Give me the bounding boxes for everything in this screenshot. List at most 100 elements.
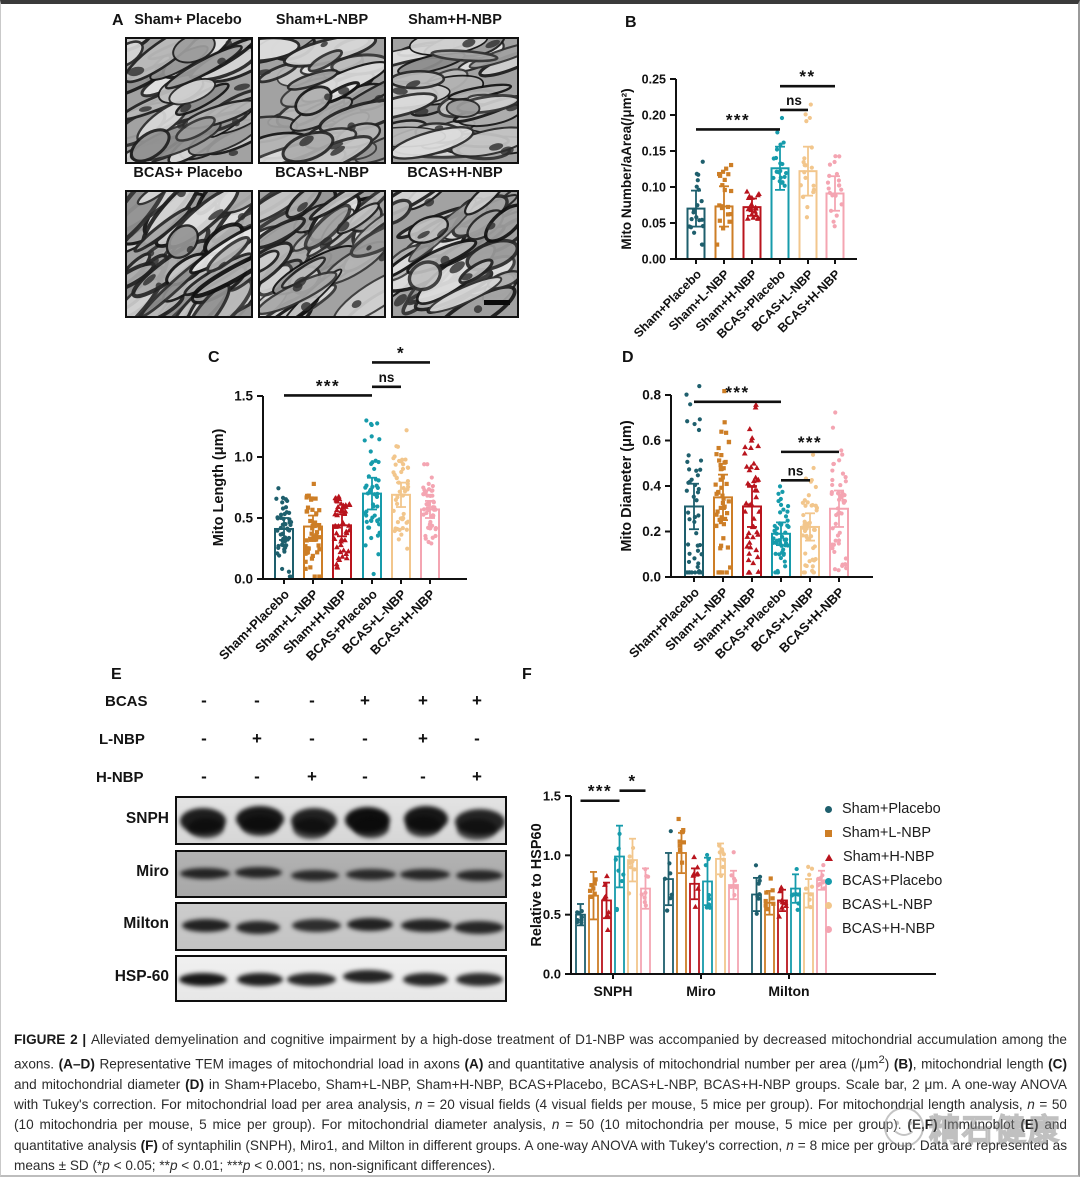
blot-strip-miro xyxy=(175,850,507,898)
bar-group xyxy=(662,829,674,975)
x-axis-group-label: SNPH xyxy=(594,983,633,999)
bar-group xyxy=(702,852,713,975)
protein-band xyxy=(346,918,393,932)
blot-name: Milton xyxy=(123,915,169,932)
tem-texture xyxy=(127,192,251,316)
caption-segment: n xyxy=(415,1097,423,1113)
bar-group xyxy=(742,188,762,261)
svg-text:1.5: 1.5 xyxy=(234,389,253,404)
caption-segment: ) xyxy=(884,1056,894,1072)
svg-text:0.10: 0.10 xyxy=(642,181,666,195)
svg-text:1.5: 1.5 xyxy=(543,789,561,804)
legend-item: BCAS+H-NBP xyxy=(825,917,942,941)
caption-segment: n xyxy=(786,1137,794,1153)
svg-text:0.5: 0.5 xyxy=(234,511,253,526)
immunoblot-panel: BCAS L-NBP H-NBP - - - + + + - + - - + - - - + - - + SNPH… xyxy=(91,664,531,1009)
tem-micrograph xyxy=(258,190,386,318)
bar-group xyxy=(587,871,599,975)
chart-legend: Sham+Placebo Sham+L-NBP Sham+H-NBP BCAS+Pla… xyxy=(825,797,942,941)
caption-segment: p xyxy=(169,1157,178,1173)
svg-text:0.0: 0.0 xyxy=(642,570,661,585)
caption-segment: and mitochondrial diameter xyxy=(14,1076,186,1092)
condition-sign: - xyxy=(254,767,260,786)
legend-marker-icon xyxy=(825,805,832,813)
tem-image-label: BCAS+L-NBP xyxy=(275,165,369,181)
condition-sign: + xyxy=(472,767,482,786)
bar-group xyxy=(613,824,626,975)
caption-segment: Alleviated demyelination and cognitive i… xyxy=(14,1032,1067,1072)
legend-marker-icon xyxy=(825,853,833,861)
condition-sign: - xyxy=(362,767,368,786)
protein-band xyxy=(343,970,394,984)
bar-group xyxy=(798,102,818,260)
panel-e-label: E xyxy=(111,666,122,683)
protein-band xyxy=(402,973,449,987)
caption-segment: Representative TEM images of mitochondri… xyxy=(94,1056,465,1072)
legend-label: BCAS+H-NBP xyxy=(842,921,936,937)
panel-a-label: A xyxy=(112,12,124,29)
legend-marker-icon xyxy=(825,877,832,885)
svg-text:1.0: 1.0 xyxy=(234,450,253,465)
svg-text:***: *** xyxy=(588,782,612,801)
caption-segment: FIGURE 2 | xyxy=(14,1032,91,1047)
panel-b-label: B xyxy=(625,14,637,31)
bar-group xyxy=(626,837,638,975)
relative-hsp60-chart: 0.0 0.5 1.0 1.5 Relative to HSP60 SNPH Miro Mil… xyxy=(529,772,936,999)
tem-micrograph xyxy=(391,37,519,164)
tem-micrograph xyxy=(258,37,386,164)
svg-text:ns: ns xyxy=(379,370,395,385)
caption-segment: < 0.01; *** xyxy=(177,1157,243,1173)
protein-band xyxy=(236,973,283,987)
tem-micrograph xyxy=(391,190,519,318)
svg-text:0.20: 0.20 xyxy=(642,109,666,123)
svg-text:Mito Diameter (μm): Mito Diameter (μm) xyxy=(619,420,635,551)
condition-sign: - xyxy=(309,729,315,748)
caption-segment: (A–D) xyxy=(58,1056,95,1072)
bar-group xyxy=(771,484,791,578)
condition-sign: - xyxy=(201,767,207,786)
svg-text:1.0: 1.0 xyxy=(543,848,561,863)
caption-segment: n xyxy=(551,1117,560,1133)
panel-c-label: C xyxy=(208,349,220,366)
blot-name: HSP-60 xyxy=(114,968,169,985)
protein-band xyxy=(291,919,341,933)
tem-image-label: BCAS+H-NBP xyxy=(407,165,503,181)
legend-label: BCAS+Placebo xyxy=(842,873,943,889)
bar-group xyxy=(789,866,802,975)
tem-micrograph xyxy=(125,190,253,318)
blot-strip-snph xyxy=(175,796,507,845)
caption-segment: 2 xyxy=(878,1054,885,1067)
bar-group xyxy=(274,486,294,580)
svg-text:0.2: 0.2 xyxy=(642,524,661,539)
bar-group xyxy=(715,842,726,975)
svg-text:Mito Number/aArea(/μm²): Mito Number/aArea(/μm²) xyxy=(619,88,634,249)
condition-sign: + xyxy=(360,691,370,710)
legend-marker-icon xyxy=(825,925,832,933)
protein-band xyxy=(180,868,230,880)
bar-group xyxy=(770,115,790,260)
blot-name: SNPH xyxy=(125,810,169,827)
x-axis-group-label: Milton xyxy=(768,983,809,999)
svg-text:0.0: 0.0 xyxy=(234,572,253,587)
caption-segment: (E) xyxy=(1020,1117,1039,1133)
bar-group xyxy=(303,481,323,580)
bar-group xyxy=(686,159,706,261)
condition-sign: + xyxy=(472,691,482,710)
svg-text:Mito Length (μm): Mito Length (μm) xyxy=(211,429,227,547)
bar-group xyxy=(728,850,739,975)
caption-segment: = 20 visual fields (4 visual fields per … xyxy=(422,1097,1028,1113)
caption-segment: , mitochondrial length xyxy=(912,1056,1049,1072)
protein-band xyxy=(456,870,503,882)
protein-band-smear xyxy=(240,815,280,837)
svg-text:***: *** xyxy=(726,110,750,129)
legend-label: BCAS+L-NBP xyxy=(842,897,933,913)
condition-sign: - xyxy=(254,691,260,710)
caption-segment: (B) xyxy=(893,1056,913,1072)
caption-segment: = 50 (10 mitochondria per mouse, 5 mice … xyxy=(559,1117,908,1133)
protein-band xyxy=(291,869,340,881)
svg-text:0.00: 0.00 xyxy=(642,253,666,267)
legend-label: Sham+L-NBP xyxy=(842,825,932,841)
bar-group xyxy=(689,854,701,975)
bar-group xyxy=(776,884,789,975)
panel-d-label: D xyxy=(622,349,634,366)
